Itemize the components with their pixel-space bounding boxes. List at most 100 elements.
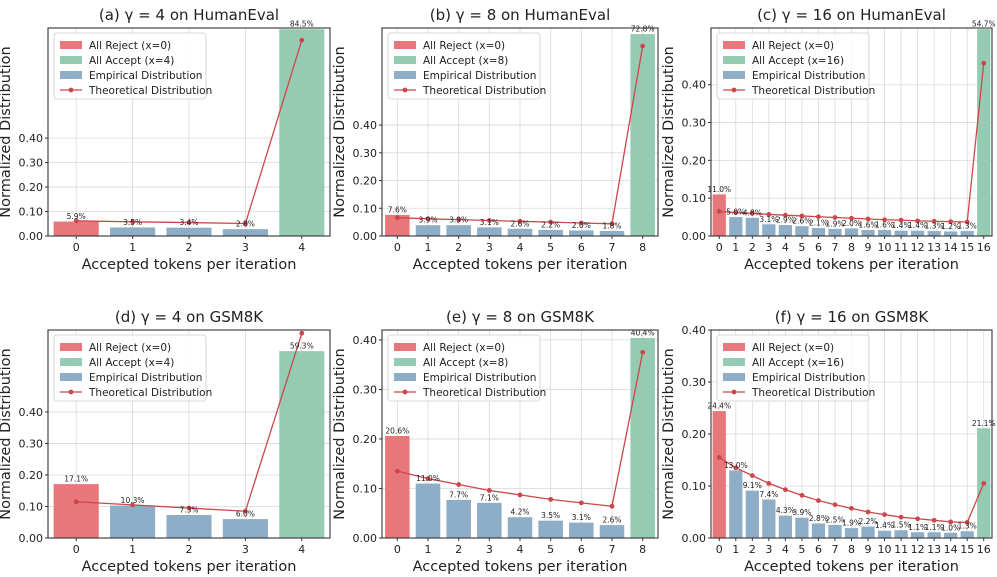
x-tick-label: 6 xyxy=(815,241,822,254)
data-label: 3.5% xyxy=(541,511,560,520)
bar-15 xyxy=(960,531,974,538)
bar-6 xyxy=(811,523,826,538)
bar-1 xyxy=(110,505,156,538)
theoretical-point xyxy=(548,496,554,502)
bar-1 xyxy=(415,225,441,236)
theoretical-point xyxy=(578,220,584,226)
x-tick-label: 9 xyxy=(865,241,872,254)
y-tick-label: 0.40 xyxy=(19,132,44,145)
x-tick-label: 10 xyxy=(878,543,892,556)
legend-box xyxy=(716,334,870,402)
theoretical-point xyxy=(948,219,954,225)
data-label: 3.1% xyxy=(759,215,778,224)
data-label: 1.0% xyxy=(941,523,960,532)
y-axis-label: Normalized Distribution xyxy=(332,46,348,217)
data-label: 2.6% xyxy=(602,516,621,525)
x-tick-label: 12 xyxy=(911,543,925,556)
data-label: 3.5% xyxy=(123,218,142,227)
data-label: 11.0% xyxy=(416,474,440,483)
legend-label: Theoretical Distribution xyxy=(88,85,212,97)
y-tick-label: 0.40 xyxy=(19,406,44,419)
legend-label: Theoretical Distribution xyxy=(751,85,875,97)
legend: All Reject (x=0) All Accept (x=8) Empirica… xyxy=(387,334,546,402)
legend-box xyxy=(387,32,541,100)
x-tick-label: 1 xyxy=(732,543,739,556)
legend-swatch xyxy=(723,41,745,49)
theoretical-point xyxy=(299,37,305,43)
theoretical-point xyxy=(964,520,970,525)
theoretical-point xyxy=(816,498,821,503)
data-label: 4.3% xyxy=(776,506,795,515)
theoretical-point xyxy=(749,473,755,478)
theoretical-point xyxy=(243,508,248,514)
y-tick-label: 0.30 xyxy=(19,157,44,170)
theoretical-point xyxy=(548,219,554,225)
x-tick-label: 1 xyxy=(732,241,739,254)
bar-4 xyxy=(507,517,533,538)
x-axis-label: Accepted tokens per iteration xyxy=(82,257,297,273)
chart-title: (f) γ = 16 on GSM8K xyxy=(775,308,930,326)
x-tick-label: 7 xyxy=(831,241,838,254)
bar-1 xyxy=(729,470,743,538)
legend-swatch xyxy=(60,56,82,64)
theoretical-point xyxy=(832,502,838,508)
bar-7 xyxy=(599,231,625,236)
legend-marker xyxy=(731,87,737,93)
data-label: 2.8% xyxy=(236,220,255,229)
data-label: 11.0% xyxy=(707,185,731,194)
theoretical-point xyxy=(782,487,788,493)
y-tick-label: 0.20 xyxy=(682,154,707,167)
x-tick-label: 5 xyxy=(798,241,805,254)
data-label: 21.1% xyxy=(972,419,996,428)
data-label: 2.9% xyxy=(776,216,795,225)
y-tick-label: 0.00 xyxy=(19,230,44,243)
bar-2 xyxy=(166,227,212,236)
legend-label: Empirical Distribution xyxy=(752,372,865,384)
theoretical-point xyxy=(733,210,739,215)
data-label: 10.3% xyxy=(121,496,145,505)
bar-4 xyxy=(279,351,325,538)
x-tick-label: 2 xyxy=(749,241,756,254)
y-tick-label: 0.40 xyxy=(682,79,707,92)
theoretical-point xyxy=(948,519,954,525)
legend-label: Empirical Distribution xyxy=(89,372,202,384)
legend-label: All Reject (x=0) xyxy=(423,40,505,52)
y-axis-label: Normalized Distribution xyxy=(332,348,348,519)
subplot-4: 17.1% 10.3% 7.3% 6.0% 59.3% 0.00 0.10 0.20 0.30 0… xyxy=(0,308,331,575)
bar-0 xyxy=(53,484,99,538)
legend-marker xyxy=(402,389,408,395)
theoretical-point xyxy=(186,505,192,511)
legend-label: Theoretical Distribution xyxy=(422,387,546,399)
legend-swatch xyxy=(60,41,82,49)
bar-1 xyxy=(110,227,156,236)
data-label: 1.3% xyxy=(958,222,977,231)
legend-swatch xyxy=(394,71,416,79)
bar-6 xyxy=(569,230,594,236)
legend-swatch xyxy=(723,343,745,351)
data-label: 2.0% xyxy=(842,219,861,228)
data-label: 1.8% xyxy=(602,222,621,231)
theoretical-point xyxy=(578,500,584,506)
data-label: 17.1% xyxy=(64,475,88,484)
bar-3 xyxy=(477,227,502,236)
data-label: 6.0% xyxy=(236,510,255,519)
y-tick-label: 0.40 xyxy=(682,324,707,337)
legend-swatch xyxy=(394,373,416,381)
x-tick-label: 13 xyxy=(927,543,941,556)
data-label: 54.7% xyxy=(972,20,996,29)
bar-1 xyxy=(729,217,743,236)
y-axis-label: Normalized Distribution xyxy=(661,46,677,217)
bar-8 xyxy=(844,528,859,538)
bar-0 xyxy=(385,435,410,538)
data-label: 2.1% xyxy=(809,219,828,228)
x-tick-label: 3 xyxy=(242,543,249,556)
theoretical-point xyxy=(964,219,970,225)
legend-swatch xyxy=(394,56,416,64)
data-label: 7.4% xyxy=(759,490,778,499)
theoretical-point xyxy=(130,219,136,225)
data-label: 20.6% xyxy=(385,426,409,435)
data-label: 3.9% xyxy=(792,508,811,517)
y-tick-label: 0.00 xyxy=(19,532,44,545)
theoretical-point xyxy=(799,492,805,498)
data-label: 1.5% xyxy=(892,521,911,530)
